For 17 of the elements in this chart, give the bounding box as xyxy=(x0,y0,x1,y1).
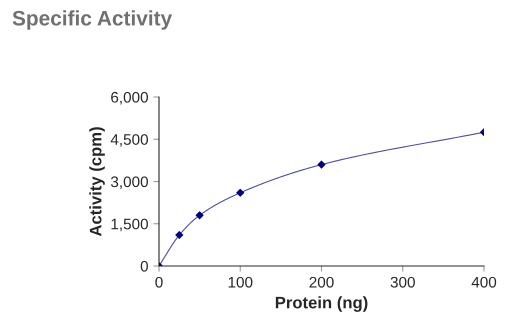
x-axis-title: Protein (ng) xyxy=(276,296,368,312)
y-axis-title: Activity (cpm) xyxy=(89,127,105,236)
y-tick-label: 3,000 xyxy=(110,176,148,189)
chart-title: Specific Activity xyxy=(12,10,172,30)
x-tick-label: 400 xyxy=(472,276,496,288)
point xyxy=(175,230,184,240)
y-tick-label: 0 xyxy=(140,260,148,272)
point xyxy=(317,160,326,169)
x-tick-label: 300 xyxy=(390,276,415,288)
point xyxy=(236,188,244,197)
x-tick-label: 100 xyxy=(228,276,252,288)
x-tick-label: 0 xyxy=(155,276,163,288)
y-tick-label: 1,500 xyxy=(112,218,148,232)
y-tick-label: 4,500 xyxy=(110,134,148,147)
y-tick-label: 6,000 xyxy=(111,92,148,104)
point xyxy=(196,211,204,220)
x-tick-label: 200 xyxy=(310,276,334,288)
